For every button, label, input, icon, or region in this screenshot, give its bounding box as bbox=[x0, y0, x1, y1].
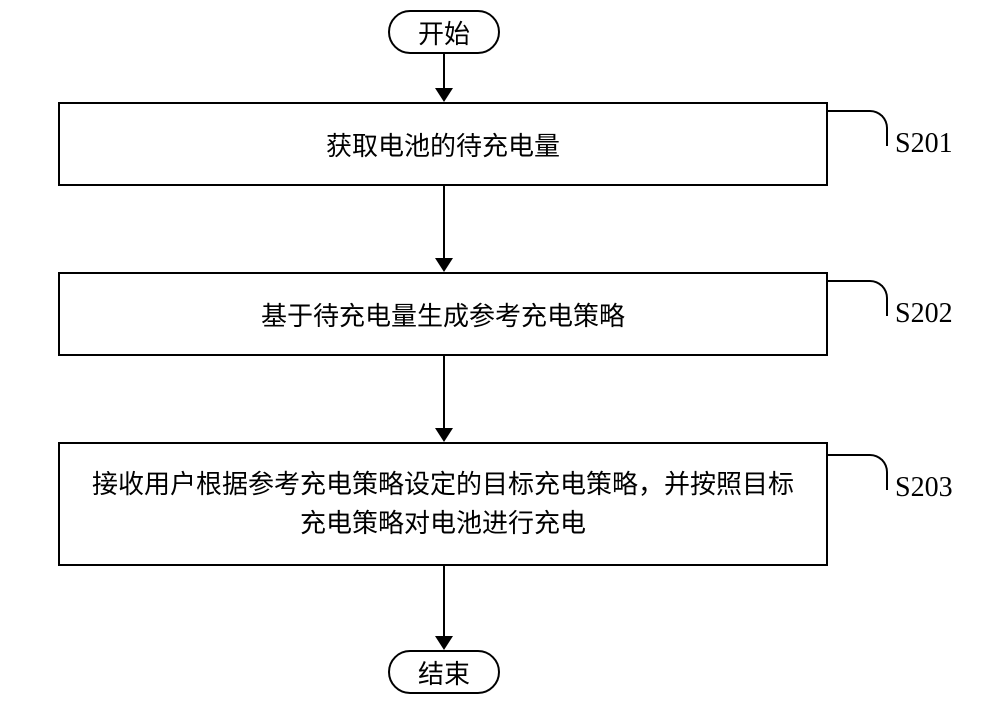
end-text: 结束 bbox=[418, 654, 470, 691]
process-s201-text: 获取电池的待充电量 bbox=[326, 126, 560, 163]
start-node: 开始 bbox=[388, 10, 500, 54]
connector-s201 bbox=[828, 110, 888, 146]
label-s201-text: S201 bbox=[895, 128, 953, 159]
label-s201: S201 bbox=[895, 128, 953, 160]
flowchart-container: 开始 获取电池的待充电量 基于待充电量生成参考充电策略 接收用户根据参考充电策略… bbox=[0, 0, 1000, 708]
end-node: 结束 bbox=[388, 650, 500, 694]
label-s202-text: S202 bbox=[895, 298, 953, 329]
label-s203-text: S203 bbox=[895, 472, 953, 503]
arrow-s203-end bbox=[435, 566, 453, 650]
start-text: 开始 bbox=[418, 14, 470, 51]
connector-s202 bbox=[828, 280, 888, 316]
label-s202: S202 bbox=[895, 298, 953, 330]
label-s203: S203 bbox=[895, 472, 953, 504]
arrow-s202-s203 bbox=[435, 356, 453, 442]
process-s202: 基于待充电量生成参考充电策略 bbox=[58, 272, 828, 356]
process-s202-text: 基于待充电量生成参考充电策略 bbox=[261, 296, 625, 333]
arrow-start-s201 bbox=[435, 54, 453, 102]
process-s201: 获取电池的待充电量 bbox=[58, 102, 828, 186]
process-s203: 接收用户根据参考充电策略设定的目标充电策略，并按照目标充电策略对电池进行充电 bbox=[58, 442, 828, 566]
connector-s203 bbox=[828, 454, 888, 490]
arrow-s201-s202 bbox=[435, 186, 453, 272]
process-s203-text: 接收用户根据参考充电策略设定的目标充电策略，并按照目标充电策略对电池进行充电 bbox=[80, 465, 806, 543]
